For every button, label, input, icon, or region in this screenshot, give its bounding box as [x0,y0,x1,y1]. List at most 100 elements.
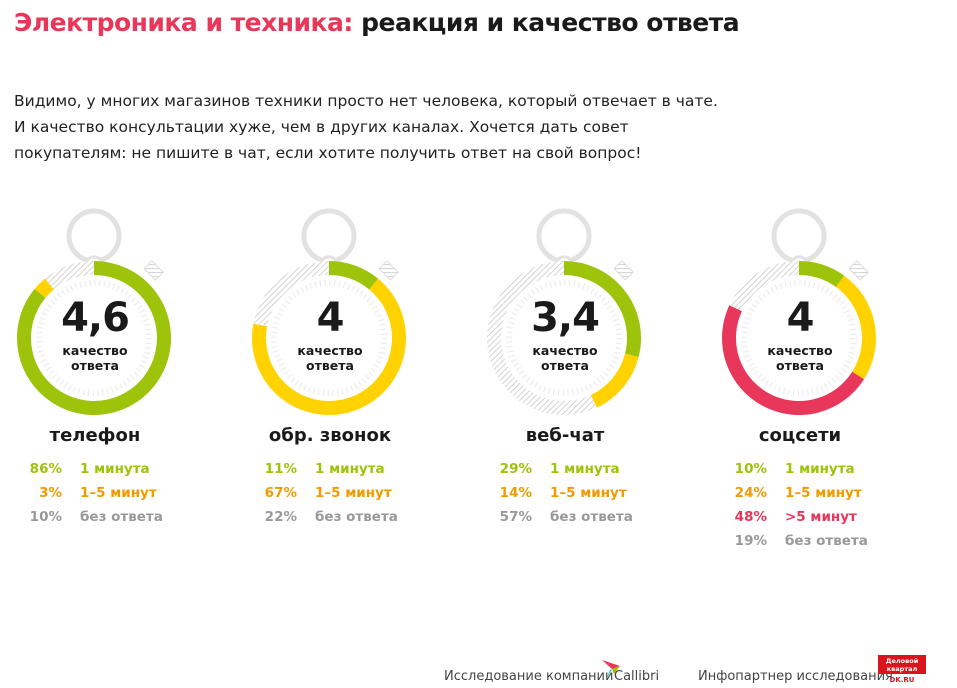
channel-name: соцсети [758,425,842,446]
ring-segment-yellow [835,275,876,380]
legend-percent: 14% [499,485,532,501]
ring-segment-red [722,305,865,415]
channel-name: веб-чат [525,425,605,446]
callibri-name: Callibri [614,669,660,684]
callibri-logo-icon [602,660,620,680]
ring-segment-hatch [729,261,800,312]
intro-line: Видимо, у многих магазинов техники прост… [14,92,718,110]
legend-row: 48% >5 минут [705,509,940,533]
legend-percent: 19% [734,533,767,549]
legend-percent: 10% [734,461,767,477]
ring-segment-hatch [253,261,330,327]
stopwatch-ring-icon [536,208,592,264]
legend: 29% 1 минута 14% 1–5 минут 57% без ответа [470,461,705,533]
legend-row: 3% 1–5 минут [0,485,235,509]
legend-label: 1–5 минут [785,485,862,501]
intro-line: И качество консультации хуже, чем в друг… [14,118,629,136]
legend-label: 1 минута [785,461,855,477]
title-rest: реакция и качество ответа [352,8,740,37]
legend: 86% 1 минута 3% 1–5 минут 10% без ответа [0,461,235,533]
ring-segment-hatch [44,261,91,290]
legend: 11% 1 минута 67% 1–5 минут 22% без ответа [235,461,470,533]
legend-percent: 10% [29,509,62,525]
legend-row: 22% без ответа [235,509,470,533]
ring-segment-green [17,261,171,415]
legend-percent: 3% [39,485,62,501]
legend-label: 1–5 минут [80,485,157,501]
legend-row: 11% 1 минута [235,461,470,485]
ring-segment-green [798,261,845,288]
quality-label: качество ответа [297,343,363,373]
legend-row: 14% 1–5 минут [470,485,705,509]
legend-label: 1 минута [80,461,150,477]
title-highlight: Электроника и техника: [14,8,353,37]
ring-segment-green [328,261,379,290]
legend-row: 57% без ответа [470,509,705,533]
stopwatch-chart: 4 качество ответа соцсети 10% 1 минута 24%… [705,195,940,565]
dial-ticks [271,280,387,396]
quality-label: качество ответа [62,343,128,373]
ring-segment-green [563,261,641,358]
stopwatch-button-icon [613,260,634,281]
stopwatch-chart: 4 качество ответа обр. звонок 11% 1 минут… [235,195,470,565]
dk-logo: Деловой квартал [878,655,926,674]
stopwatch-graphic [722,208,876,415]
dial-ticks [36,280,152,396]
stopwatch-ring-icon [66,208,122,264]
dial-ticks [741,280,857,396]
stopwatch-button-icon [143,260,164,281]
legend-row: 10% без ответа [0,509,235,533]
legend-row: 29% 1 минута [470,461,705,485]
quality-score: 3,4 [531,295,600,341]
legend-label: >5 минут [785,509,857,525]
channel-name: телефон [49,425,141,446]
quality-score: 4 [786,295,815,341]
legend-percent: 57% [499,509,532,525]
legend-row: 24% 1–5 минут [705,485,940,509]
legend-label: 1 минута [550,461,620,477]
legend-percent: 86% [29,461,62,477]
quality-label: качество ответа [532,343,598,373]
dk-url: DK.RU [889,676,915,684]
quality-score: 4 [316,295,345,341]
ring-segment-hatch [487,261,597,415]
ring-segment-yellow [34,278,54,298]
legend-percent: 24% [734,485,767,501]
ring-segment-yellow [252,278,406,415]
stopwatch-button-icon [378,260,399,281]
legend-label: без ответа [315,509,398,525]
intro-line: покупателям: не пишите в чат, если хотит… [14,144,642,162]
stopwatch-graphic [487,208,641,415]
channel-name: обр. звонок [268,425,392,446]
page-title: Электроника и техника: реакция и качеств… [14,8,740,37]
legend-row: 67% 1–5 минут [235,485,470,509]
partner-label: Инфопартнер исследования [698,669,893,684]
legend-row: 86% 1 минута [0,461,235,485]
legend-percent: 67% [264,485,297,501]
legend-label: 1 минута [315,461,385,477]
legend-label: без ответа [80,509,163,525]
stopwatch-chart: 4,6 качество ответа телефон 86% 1 минута 3… [0,195,235,565]
legend-label: 1–5 минут [550,485,627,501]
legend-percent: 48% [734,509,767,525]
legend-percent: 29% [499,461,532,477]
quality-score: 4,6 [61,295,130,341]
legend-percent: 11% [264,461,297,477]
stopwatch-chart: 3,4 качество ответа веб-чат 29% 1 минута 1… [470,195,705,565]
dial-ticks [506,280,622,396]
quality-label: качество ответа [767,343,833,373]
research-label: Исследование компании [444,669,614,684]
stopwatch-graphic [252,208,406,415]
legend-row: 10% 1 минута [705,461,940,485]
legend-label: 1–5 минут [315,485,392,501]
stopwatch-button-icon [848,260,869,281]
legend: 10% 1 минута 24% 1–5 минут 48% >5 минут 19% без… [705,461,940,557]
legend-label: без ответа [785,533,868,549]
stopwatch-graphic [17,208,171,415]
stopwatch-ring-icon [771,208,827,264]
ring-segment-yellow [590,353,639,408]
legend-percent: 22% [264,509,297,525]
stopwatch-ring-icon [301,208,357,264]
legend-row: 19% без ответа [705,533,940,557]
legend-label: без ответа [550,509,633,525]
